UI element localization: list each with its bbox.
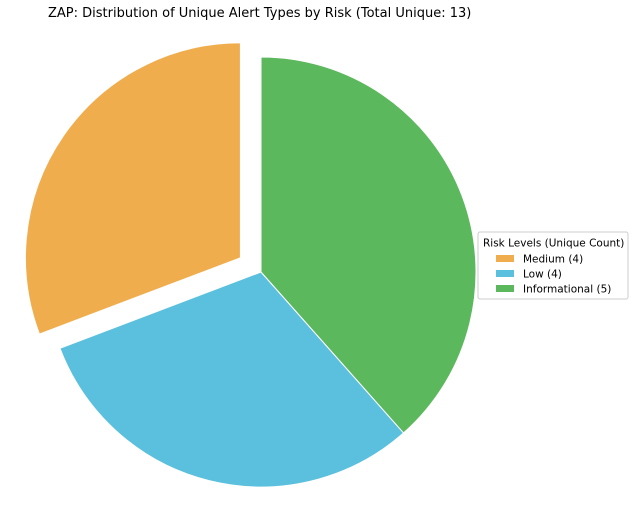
pie-slice-low [59,271,405,488]
legend-swatch-informational [496,285,514,292]
pie-slice-informational [260,56,477,434]
legend-swatch-medium [496,255,514,262]
legend-items: Medium (4) Low (4) Informational (5) [496,254,611,296]
legend-swatch-low [496,270,514,277]
legend-label-medium: Medium (4) [523,254,583,266]
legend-label-low: Low (4) [523,269,562,281]
legend-title: Risk Levels (Unique Count) [483,238,624,250]
chart-title: ZAP: Distribution of Unique Alert Types … [48,6,471,21]
legend-frame [477,231,629,300]
legend-label-informational: Informational (5) [523,284,611,296]
pie-slices [24,42,477,488]
legend: Risk Levels (Unique Count) Medium (4) Low… [477,231,629,300]
pie-slice-medium [24,42,241,335]
